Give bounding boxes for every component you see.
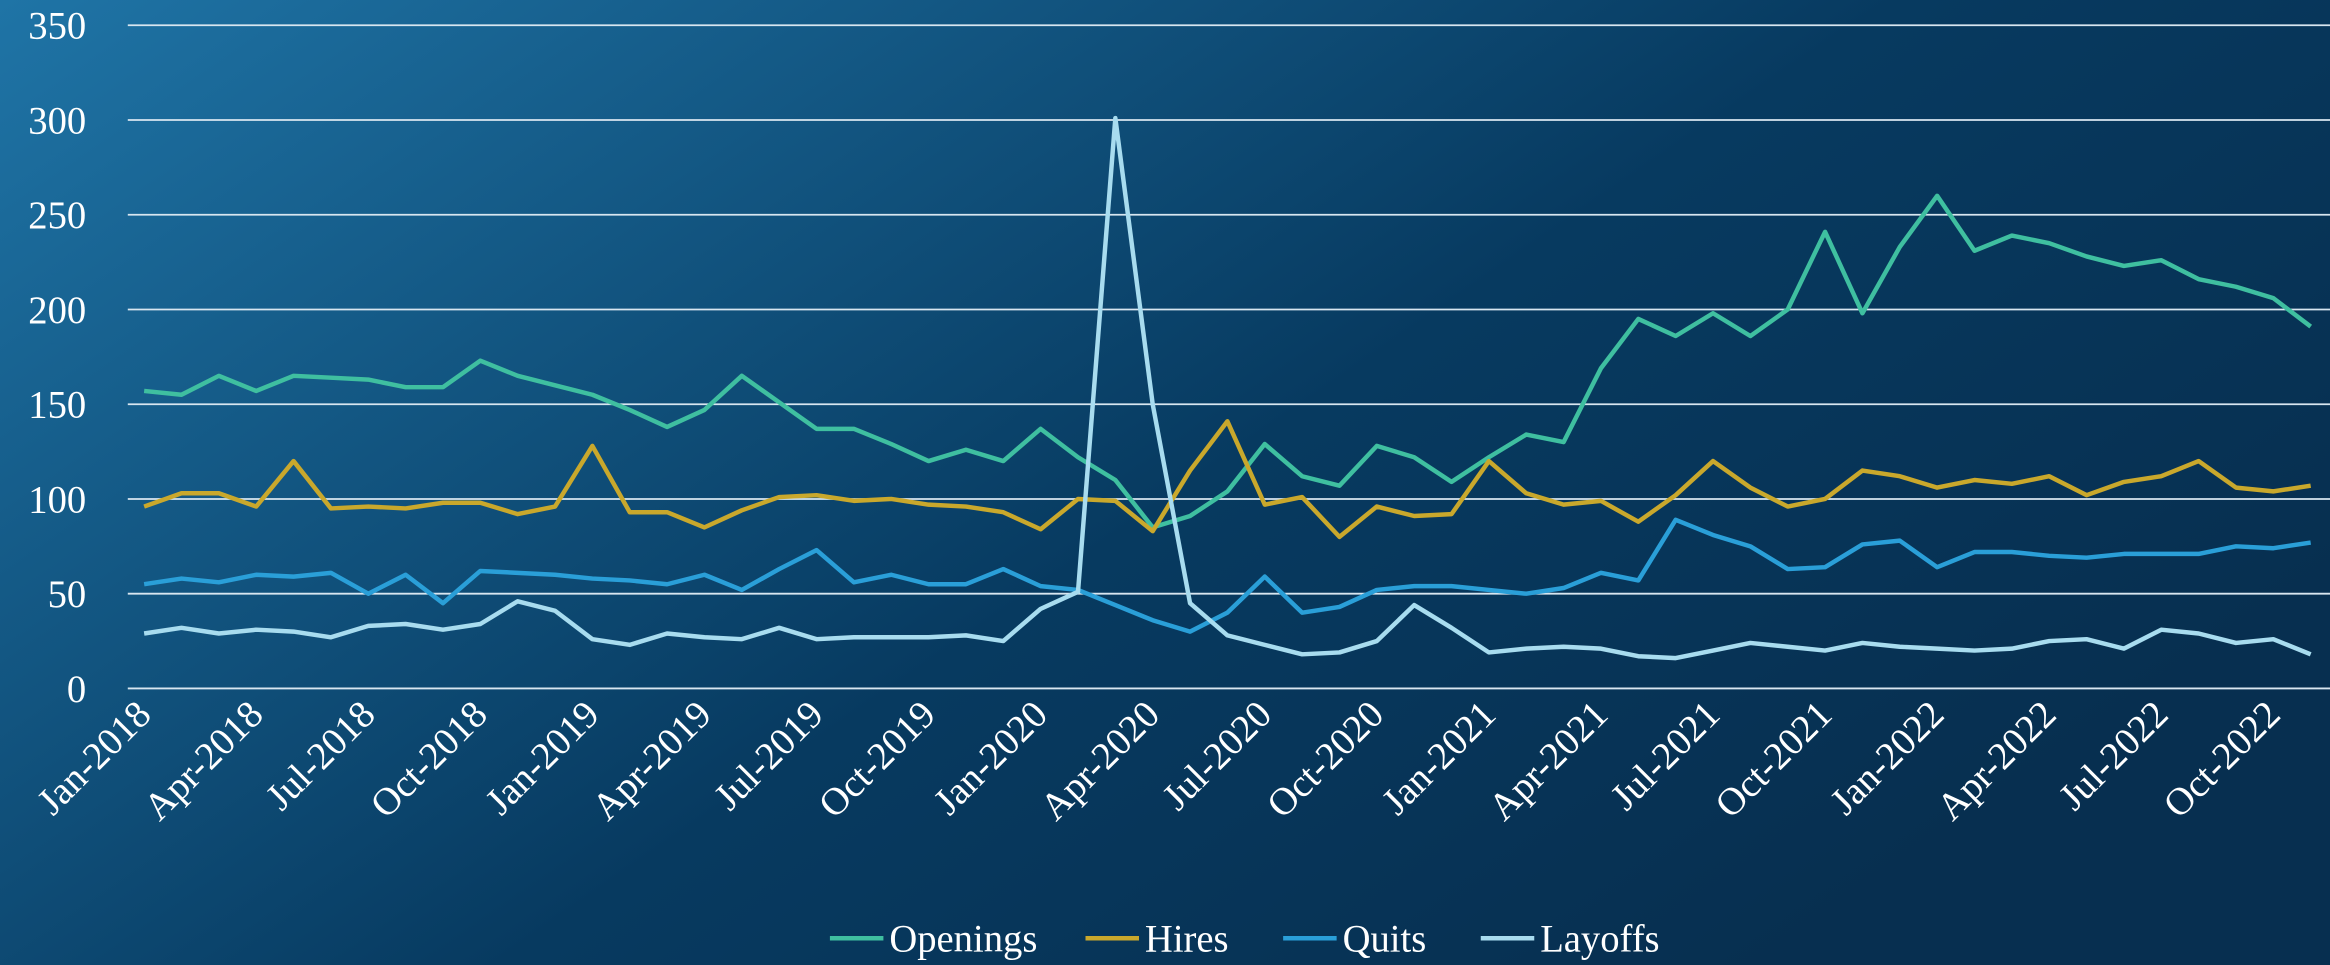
line-series [143,193,2313,530]
y-tick-label: 100 [28,479,86,521]
y-tick-label: 350 [28,6,86,48]
y-tick-label: 50 [48,574,87,616]
y-tick-label: 150 [28,385,86,427]
line-series [143,115,2312,661]
y-tick-label: 200 [28,290,86,332]
line-series [143,419,2312,540]
legend-label: Layoffs [1540,919,1659,961]
y-tick-label: 300 [28,100,86,142]
legend-label: Openings [889,919,1037,961]
y-tick-label: 250 [28,195,86,237]
legend-label: Quits [1343,919,1427,961]
line-series [143,517,2312,634]
legend-label: Hires [1145,919,1229,961]
y-tick-label: 0 [67,669,86,711]
